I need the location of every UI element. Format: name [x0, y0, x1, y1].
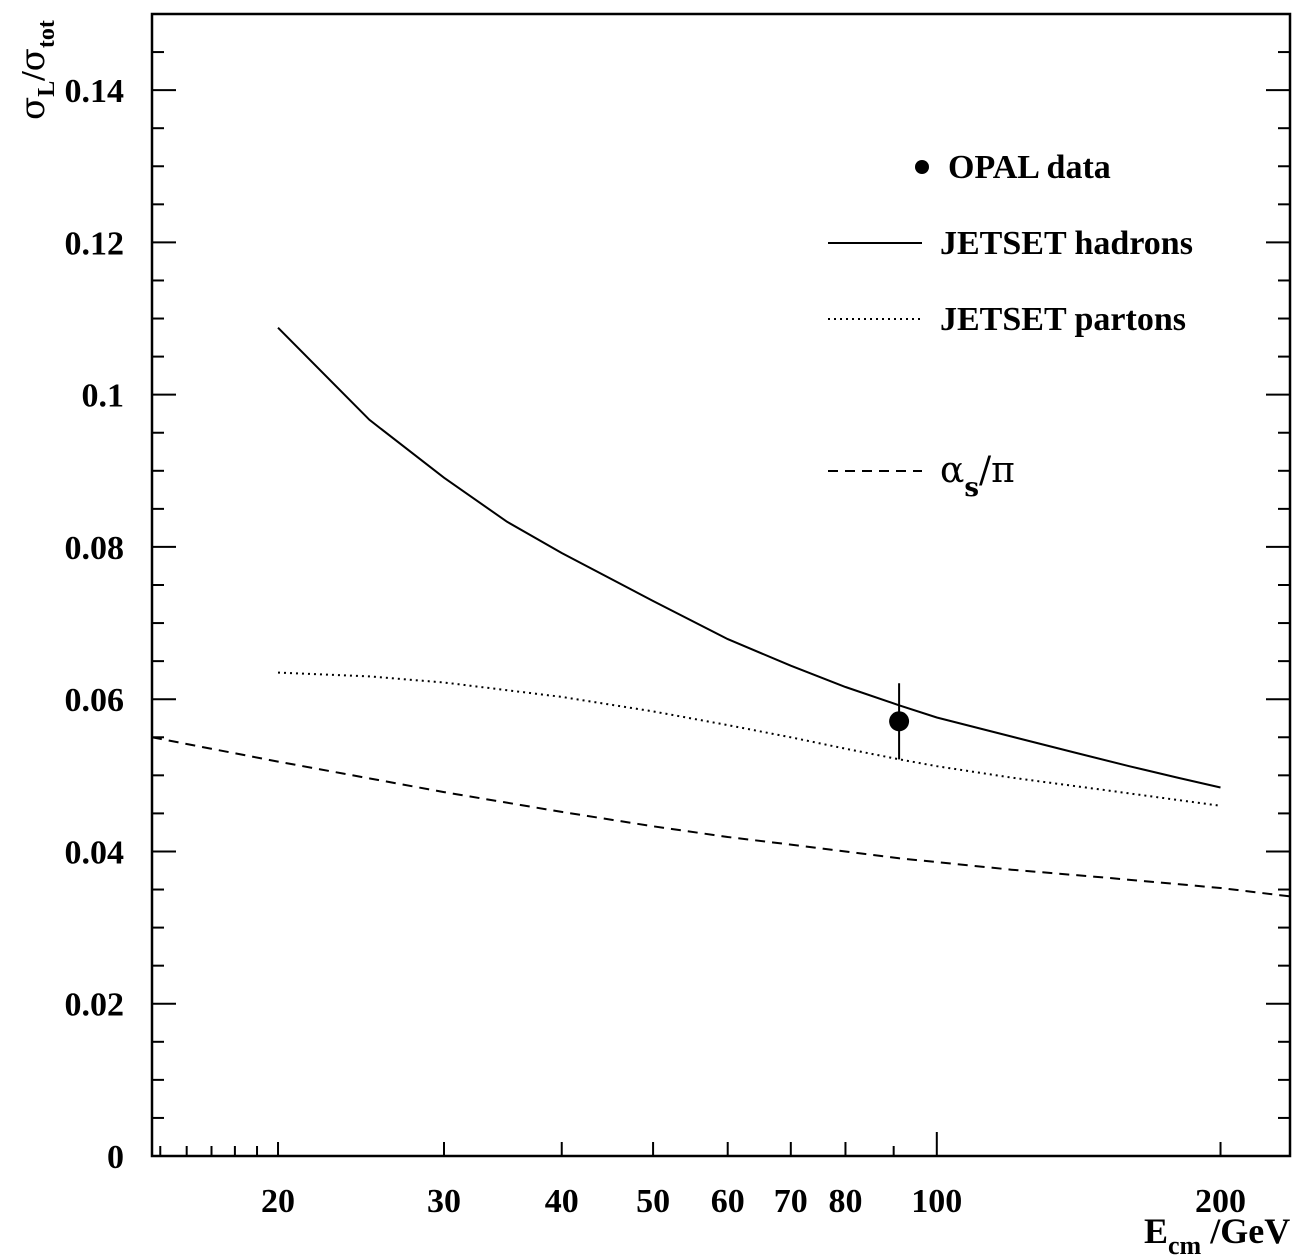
y-axis-label-den: σ: [13, 48, 53, 71]
series-line-jetset-partons: [277, 671, 1221, 807]
legend-marker-opal: [915, 160, 929, 174]
points-layer: [889, 683, 910, 760]
y-tick-label: 0.14: [65, 73, 125, 110]
legend-label-partons: JETSET partons: [940, 301, 1186, 338]
x-axis-label: Ecm /GeV: [1144, 1211, 1290, 1260]
x-tick-label: 80: [828, 1183, 862, 1220]
y-tick-label: 0.08: [65, 530, 125, 567]
legend-label-alpha: αs/π: [940, 450, 1015, 503]
y-axis-label-den-sub: tot: [34, 20, 60, 48]
legend: OPAL data JETSET hadrons JETSET partons …: [828, 149, 1193, 503]
x-tick-label: 20: [261, 1183, 295, 1220]
ticks-layer: 0 0.02 0.04 0.06 0.08 0.1 0.12 0.14 20 30 40 50 60 70…: [65, 13, 1290, 1220]
x-tick-label: 70: [774, 1183, 808, 1220]
y-tick-label: 0.1: [82, 378, 125, 415]
legend-label-opal: OPAL data: [948, 149, 1111, 186]
series-layer: [151, 326, 1291, 898]
data-point-opal-data: [889, 711, 910, 732]
x-tick-label: 30: [427, 1183, 461, 1220]
x-tick-label: 200: [1195, 1183, 1246, 1220]
legend-label-hadrons: JETSET hadrons: [940, 225, 1193, 262]
x-tick-label: 60: [711, 1183, 745, 1220]
series-line-s: [151, 736, 1291, 898]
plot-frame: [150, 12, 1292, 1158]
y-tick-label: 0.06: [65, 682, 125, 719]
y-tick-label: 0.04: [65, 834, 125, 871]
x-axis-label-sub: cm: [1168, 1231, 1202, 1260]
y-axis-label-num-sub: L: [34, 81, 60, 97]
series-line-jetset-hadrons: [277, 326, 1221, 789]
legend-alpha-main: α: [940, 450, 964, 491]
y-axis-label: σL/σtot: [13, 20, 60, 120]
x-tick-label: 40: [545, 1183, 579, 1220]
x-tick-label: 100: [911, 1183, 962, 1220]
legend-alpha-tail: /π: [979, 450, 1015, 491]
x-axis-label-main: E: [1144, 1211, 1168, 1251]
y-tick-label: 0: [107, 1139, 124, 1176]
legend-alpha-sub: s: [964, 473, 979, 503]
y-axis-label-num: σ: [13, 97, 53, 120]
x-axis-label-unit: /GeV: [1201, 1211, 1290, 1251]
x-tick-label: 50: [636, 1183, 670, 1220]
y-tick-label: 0.12: [65, 225, 125, 262]
y-tick-label: 0.02: [65, 987, 125, 1024]
y-axis-label-slash: /: [15, 71, 52, 82]
